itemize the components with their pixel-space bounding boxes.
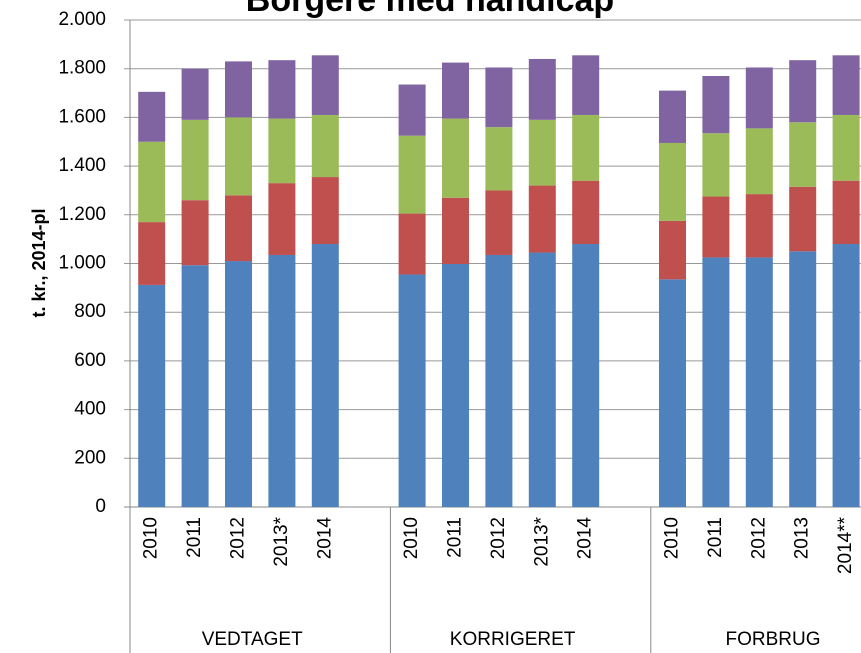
x-tick-label: 2011	[705, 517, 726, 558]
bar-segment	[225, 61, 252, 118]
y-tick-label: 1.800	[58, 58, 106, 79]
bar-segment	[485, 67, 513, 128]
x-tick-label: 2014	[314, 517, 335, 560]
x-tick-label: 2010	[401, 517, 422, 559]
bar-segment	[832, 180, 860, 245]
x-tick-label: 2013	[792, 517, 813, 559]
y-tick-label: 1.000	[58, 253, 106, 274]
bar-segment	[442, 263, 469, 507]
x-tick-label: 2010	[141, 517, 162, 559]
bar-segment	[789, 186, 817, 252]
bar-segment	[181, 119, 209, 201]
x-tick-label: 2014	[575, 517, 596, 560]
bar-segment	[442, 197, 469, 264]
bar-segment	[528, 252, 556, 507]
x-tick-label: 2013*	[271, 516, 292, 566]
bar-segment	[268, 118, 296, 184]
bar-segment	[659, 220, 686, 280]
y-tick-label: 800	[74, 301, 106, 322]
bar-segment	[138, 284, 166, 507]
bar-segment	[311, 177, 339, 245]
y-tick-label: 600	[74, 350, 106, 371]
bar-segment	[181, 200, 209, 266]
bar-segment	[268, 60, 296, 119]
bar-segment	[745, 257, 773, 507]
bar-segment	[398, 84, 426, 136]
y-tick-label: 1.200	[58, 204, 106, 225]
bar-segment	[659, 279, 686, 507]
bar-segment	[442, 118, 469, 198]
bar-segment	[832, 244, 860, 507]
bar-segment	[789, 60, 817, 123]
bar-segment	[832, 55, 860, 115]
x-tick-label: 2011	[184, 517, 205, 558]
bar-segment	[572, 114, 600, 181]
bar-segment	[832, 114, 860, 181]
x-tick-label: 2012	[228, 517, 249, 559]
chart-title: Borgere med handicap	[246, 0, 614, 19]
bar-segment	[528, 119, 556, 186]
bar-segment	[268, 254, 296, 507]
bar-segment	[311, 55, 339, 115]
x-tick-label: 2014**	[835, 516, 856, 574]
y-tick-label: 400	[74, 399, 106, 420]
bar-segment	[398, 213, 426, 275]
bar-segment	[311, 244, 339, 507]
bar-segment	[702, 133, 730, 197]
bar-segment	[659, 142, 686, 221]
bar-segment	[225, 261, 252, 507]
x-tick-label: 2012	[748, 517, 769, 559]
bar-segment	[572, 55, 600, 115]
bar-segment	[528, 185, 556, 253]
bar-segment	[485, 127, 513, 191]
bar-segment	[745, 194, 773, 258]
bar-segment	[181, 68, 209, 120]
bar-segment	[485, 190, 513, 255]
bar-segment	[225, 117, 252, 196]
x-tick-label: 2012	[488, 517, 509, 559]
x-tick-label: 2011	[445, 517, 466, 558]
bar-segment	[659, 90, 686, 143]
y-tick-label: 200	[74, 447, 106, 468]
bar-segment	[311, 114, 339, 178]
y-tick-label: 1.600	[58, 106, 106, 127]
bar-segment	[138, 222, 166, 285]
y-tick-label: 1.400	[58, 155, 106, 176]
bar-segment	[702, 196, 730, 258]
y-tick-label: 0	[95, 496, 106, 517]
bar-segment	[268, 183, 296, 255]
group-label: VEDTAGET	[202, 629, 303, 650]
x-tick-label: 2013*	[531, 516, 552, 566]
bar-segment	[225, 195, 252, 262]
bar-segment	[398, 135, 426, 214]
bar-segment	[745, 67, 773, 129]
bar-segment	[528, 58, 556, 120]
bar-segment	[702, 76, 730, 134]
bar-segment	[745, 128, 773, 195]
x-tick-label: 2010	[662, 517, 683, 559]
bar-segment	[789, 251, 817, 507]
bar-segment	[485, 254, 513, 507]
y-axis-title: t. kr., 2014-pl	[29, 208, 49, 317]
bar-segment	[138, 141, 166, 223]
bar-segment	[789, 122, 817, 187]
bar-segment	[572, 180, 600, 245]
bar-segment	[442, 62, 469, 119]
bar-segment	[398, 274, 426, 507]
y-tick-label: 2.000	[58, 9, 106, 30]
group-label: FORBRUG	[726, 629, 821, 650]
bar-segment	[138, 91, 166, 142]
bar-segment	[702, 257, 730, 507]
group-label: KORRIGERET	[450, 629, 576, 650]
bar-segment	[572, 244, 600, 507]
bar-segment	[181, 265, 209, 507]
